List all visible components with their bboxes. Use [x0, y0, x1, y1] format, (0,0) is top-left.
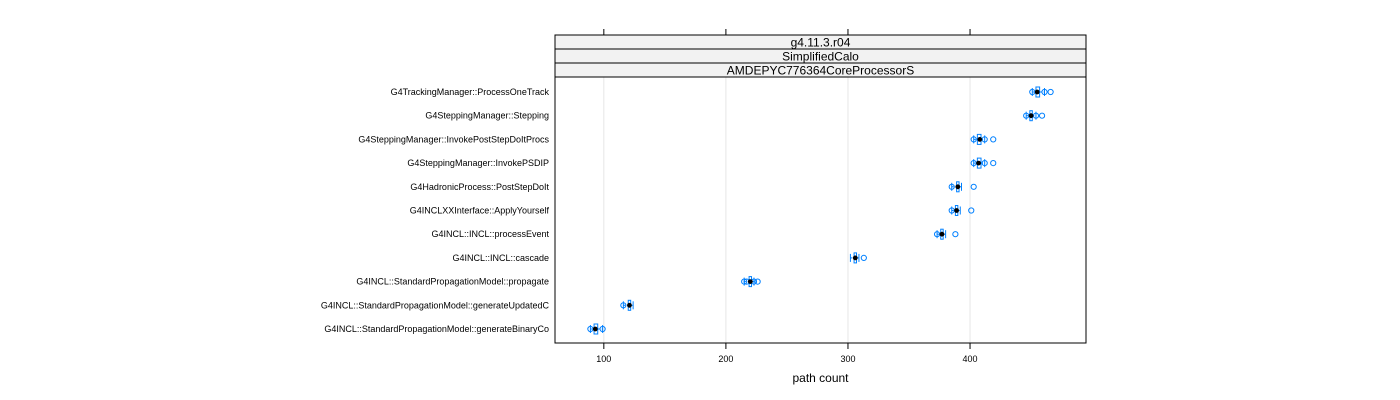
outlier-4-0 — [948, 183, 955, 190]
strip-2-label: SimplifiedCalo — [782, 50, 859, 64]
box-8 — [741, 276, 761, 288]
median-dot-9 — [627, 302, 632, 308]
x-tick-label-2: 300 — [840, 354, 855, 364]
median-dot-2 — [977, 137, 983, 142]
box-7 — [849, 252, 867, 264]
median-dot-10 — [592, 326, 598, 332]
category-label-0: G4TrackingManager::ProcessOneTrack — [391, 87, 550, 97]
outlier-0-2 — [1047, 88, 1054, 96]
box-10 — [587, 323, 606, 335]
x-tick-label-0: 100 — [596, 354, 611, 364]
outlier-7-0 — [860, 254, 867, 261]
outlier-3-1 — [981, 160, 988, 167]
box-0 — [1029, 86, 1054, 98]
outlier-2-2 — [990, 136, 997, 143]
outlier-8-3 — [754, 278, 761, 285]
median-dot-4 — [955, 184, 961, 190]
strip-headers: g4.11.3.r04 SimplifiedCalo AMDEPYC776364… — [554, 34, 1087, 78]
x-tick-label-1: 200 — [718, 354, 733, 364]
box-2 — [970, 133, 997, 145]
boxes — [587, 86, 1054, 335]
outlier-1-2 — [1038, 112, 1046, 119]
category-label-7: G4INCL::INCL::cascade — [452, 253, 549, 263]
category-label-8: G4INCL::StandardPropagationModel::propag… — [356, 277, 549, 287]
category-label-3: G4SteppingManager::InvokePSDIP — [407, 158, 549, 168]
outlier-4-1 — [970, 183, 977, 190]
box-4 — [948, 181, 977, 193]
strip-3-label: AMDEPYC776364CoreProcessorS — [727, 64, 914, 78]
median-dot-7 — [852, 255, 858, 261]
y-axis-labels: G4TrackingManager::ProcessOneTrackG4Step… — [321, 87, 550, 334]
category-label-2: G4SteppingManager::InvokePostStepDoItPro… — [358, 134, 549, 144]
box-5 — [948, 205, 975, 216]
box-9 — [620, 299, 634, 311]
outlier-8-0 — [741, 278, 748, 285]
top-ticks — [603, 29, 971, 35]
outlier-10-1 — [599, 325, 606, 333]
median-dot-5 — [954, 208, 960, 213]
x-axis: 100 200 300 400 — [596, 343, 978, 364]
category-label-9: G4INCL::StandardPropagationModel::genera… — [321, 300, 550, 310]
panel-border — [554, 76, 1087, 344]
category-label-5: G4INCLXXInterface::ApplyYourself — [410, 206, 550, 216]
strip-1-label: g4.11.3.r04 — [791, 36, 851, 50]
x-axis-title: path count — [792, 371, 849, 385]
outlier-5-1 — [968, 207, 975, 214]
category-label-6: G4INCL::INCL::processEvent — [431, 229, 549, 239]
x-tick-label-3: 400 — [963, 354, 978, 364]
category-label-1: G4SteppingManager::Stepping — [425, 111, 549, 121]
box-3 — [970, 157, 997, 169]
category-label-4: G4HadronicProcess::PostStepDoIt — [410, 182, 549, 192]
outlier-6-1 — [952, 231, 959, 238]
gridlines — [603, 77, 971, 343]
median-dot-8 — [747, 279, 753, 284]
category-label-10: G4INCL::StandardPropagationModel::genera… — [324, 324, 549, 334]
box-1 — [1023, 110, 1046, 122]
outlier-0-1 — [1041, 88, 1048, 96]
median-dot-3 — [976, 160, 981, 166]
box-6 — [933, 228, 959, 240]
median-dot-1 — [1028, 113, 1034, 119]
outlier-9-0 — [620, 302, 627, 309]
median-dot-6 — [939, 231, 945, 237]
outlier-3-2 — [990, 160, 997, 167]
outlier-2-0 — [970, 136, 977, 143]
median-dot-0 — [1034, 89, 1040, 95]
